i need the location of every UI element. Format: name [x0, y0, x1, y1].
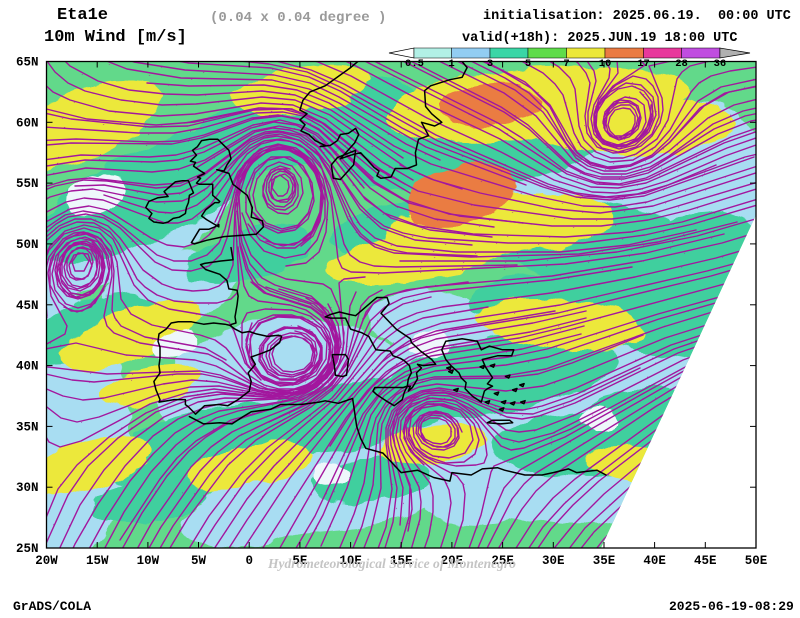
svg-text:1: 1: [448, 58, 454, 70]
svg-text:7: 7: [563, 58, 569, 70]
svg-text:0.5: 0.5: [405, 58, 424, 70]
svg-text:36: 36: [714, 58, 727, 70]
svg-text:5: 5: [525, 58, 531, 70]
svg-text:17: 17: [637, 58, 650, 70]
svg-text:28: 28: [675, 58, 688, 70]
svg-text:10: 10: [599, 58, 612, 70]
svg-text:3: 3: [487, 58, 493, 70]
